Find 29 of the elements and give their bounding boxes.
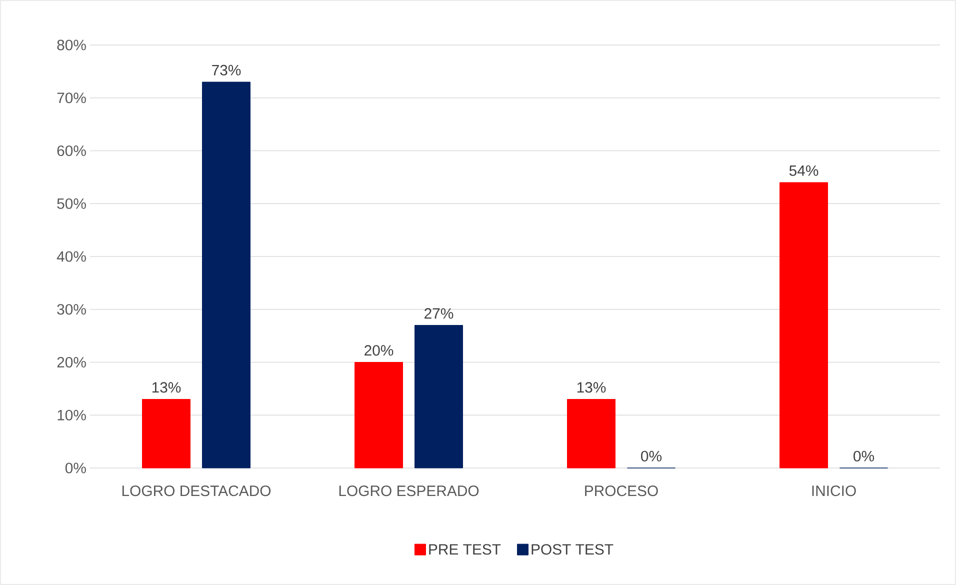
bar xyxy=(414,324,464,468)
data-label: 73% xyxy=(212,64,241,76)
data-label: 0% xyxy=(854,450,874,462)
x-tick-label: PROCESO xyxy=(585,486,658,496)
bar xyxy=(780,182,828,468)
bar xyxy=(142,399,190,468)
bar xyxy=(354,362,404,468)
data-label: 0% xyxy=(641,450,662,462)
y-tick-label: 50% xyxy=(57,198,86,209)
data-label: 13% xyxy=(577,382,606,393)
y-tick-label: 60% xyxy=(57,145,86,156)
y-tick-label: 20% xyxy=(57,356,86,368)
x-tick-label: LOGRO ESPERADO xyxy=(339,486,479,496)
x-tick-label: INICIO xyxy=(812,486,856,496)
legend-label: PRE TEST xyxy=(429,544,501,555)
bar xyxy=(202,82,250,468)
y-tick-label: 30% xyxy=(57,304,86,315)
y-tick-label: 70% xyxy=(57,92,86,104)
legend-label: POST TEST xyxy=(532,544,614,555)
y-tick-label: 40% xyxy=(56,251,86,262)
data-label: 54% xyxy=(789,165,818,176)
data-label: 20% xyxy=(364,345,394,356)
data-label: 27% xyxy=(424,308,454,319)
y-tick-label: 0% xyxy=(65,462,86,474)
y-tick-label: 80% xyxy=(57,40,86,50)
data-label: 13% xyxy=(152,382,181,393)
bar xyxy=(567,399,616,468)
x-tick-label: LOGRO DESTACADO xyxy=(122,486,271,496)
y-tick-label: 10% xyxy=(58,410,86,420)
